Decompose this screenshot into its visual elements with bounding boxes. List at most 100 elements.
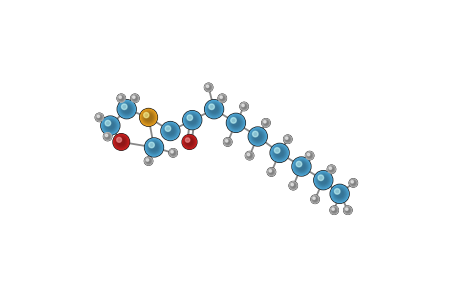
Circle shape (351, 180, 356, 186)
Circle shape (165, 126, 171, 131)
Circle shape (330, 167, 333, 171)
Circle shape (307, 153, 312, 158)
Circle shape (96, 114, 103, 121)
Circle shape (224, 139, 231, 145)
Circle shape (133, 97, 137, 100)
Circle shape (319, 176, 328, 184)
Circle shape (150, 143, 158, 152)
Circle shape (330, 206, 338, 214)
Circle shape (276, 149, 283, 156)
Circle shape (284, 135, 292, 143)
Circle shape (97, 115, 99, 118)
Circle shape (146, 159, 151, 163)
Circle shape (313, 197, 317, 201)
Circle shape (352, 182, 355, 184)
Circle shape (205, 84, 212, 91)
Circle shape (225, 140, 228, 142)
Circle shape (146, 140, 162, 155)
Circle shape (299, 164, 304, 169)
Circle shape (350, 180, 356, 186)
Circle shape (105, 134, 108, 137)
Circle shape (284, 135, 292, 143)
Circle shape (221, 97, 223, 99)
Circle shape (149, 142, 154, 148)
Circle shape (188, 116, 196, 124)
Circle shape (105, 120, 111, 126)
Circle shape (105, 121, 115, 130)
Circle shape (102, 118, 118, 134)
Circle shape (188, 140, 192, 144)
Circle shape (98, 116, 100, 119)
Circle shape (250, 128, 266, 145)
Circle shape (97, 115, 102, 119)
Circle shape (148, 160, 150, 162)
Circle shape (306, 152, 314, 160)
Circle shape (307, 153, 310, 156)
Circle shape (277, 150, 282, 155)
Circle shape (291, 183, 293, 186)
Circle shape (345, 207, 351, 213)
Circle shape (345, 208, 351, 213)
Circle shape (311, 196, 319, 203)
Circle shape (332, 208, 334, 210)
Circle shape (120, 102, 134, 116)
Circle shape (122, 104, 132, 114)
Circle shape (285, 137, 290, 142)
Circle shape (145, 114, 152, 121)
Circle shape (113, 134, 129, 150)
Circle shape (253, 132, 263, 141)
Circle shape (314, 198, 316, 200)
Circle shape (206, 85, 212, 90)
Circle shape (116, 136, 127, 148)
Circle shape (105, 134, 110, 139)
Circle shape (242, 105, 246, 108)
Circle shape (264, 121, 268, 125)
Circle shape (264, 121, 266, 123)
Circle shape (228, 115, 244, 131)
Circle shape (227, 114, 245, 132)
Circle shape (185, 138, 190, 142)
Circle shape (147, 159, 150, 163)
Circle shape (318, 175, 329, 186)
Circle shape (243, 105, 246, 108)
Circle shape (350, 179, 357, 186)
Circle shape (205, 100, 224, 118)
Circle shape (334, 189, 340, 194)
Circle shape (344, 206, 351, 214)
Circle shape (351, 181, 355, 185)
Circle shape (263, 120, 269, 125)
Circle shape (240, 103, 248, 110)
Circle shape (189, 117, 196, 124)
Circle shape (344, 206, 352, 214)
Circle shape (351, 181, 356, 185)
Circle shape (230, 116, 243, 129)
Circle shape (308, 154, 311, 158)
Circle shape (146, 159, 148, 161)
Circle shape (118, 100, 135, 118)
Circle shape (350, 179, 357, 187)
Circle shape (98, 116, 101, 119)
Circle shape (289, 182, 297, 190)
Circle shape (184, 112, 200, 128)
Circle shape (185, 137, 194, 146)
Circle shape (242, 104, 246, 109)
Circle shape (270, 143, 289, 162)
Circle shape (307, 154, 312, 158)
Circle shape (284, 136, 291, 143)
Circle shape (255, 134, 261, 139)
Circle shape (318, 175, 324, 181)
Circle shape (122, 105, 131, 113)
Circle shape (162, 123, 178, 139)
Circle shape (221, 97, 224, 100)
Circle shape (119, 97, 123, 100)
Circle shape (168, 128, 173, 134)
Circle shape (166, 127, 175, 135)
Circle shape (247, 152, 253, 159)
Circle shape (183, 111, 202, 130)
Circle shape (285, 136, 291, 142)
Circle shape (291, 183, 296, 188)
Circle shape (346, 208, 350, 212)
Circle shape (246, 152, 253, 159)
Circle shape (331, 207, 337, 213)
Circle shape (206, 101, 222, 117)
